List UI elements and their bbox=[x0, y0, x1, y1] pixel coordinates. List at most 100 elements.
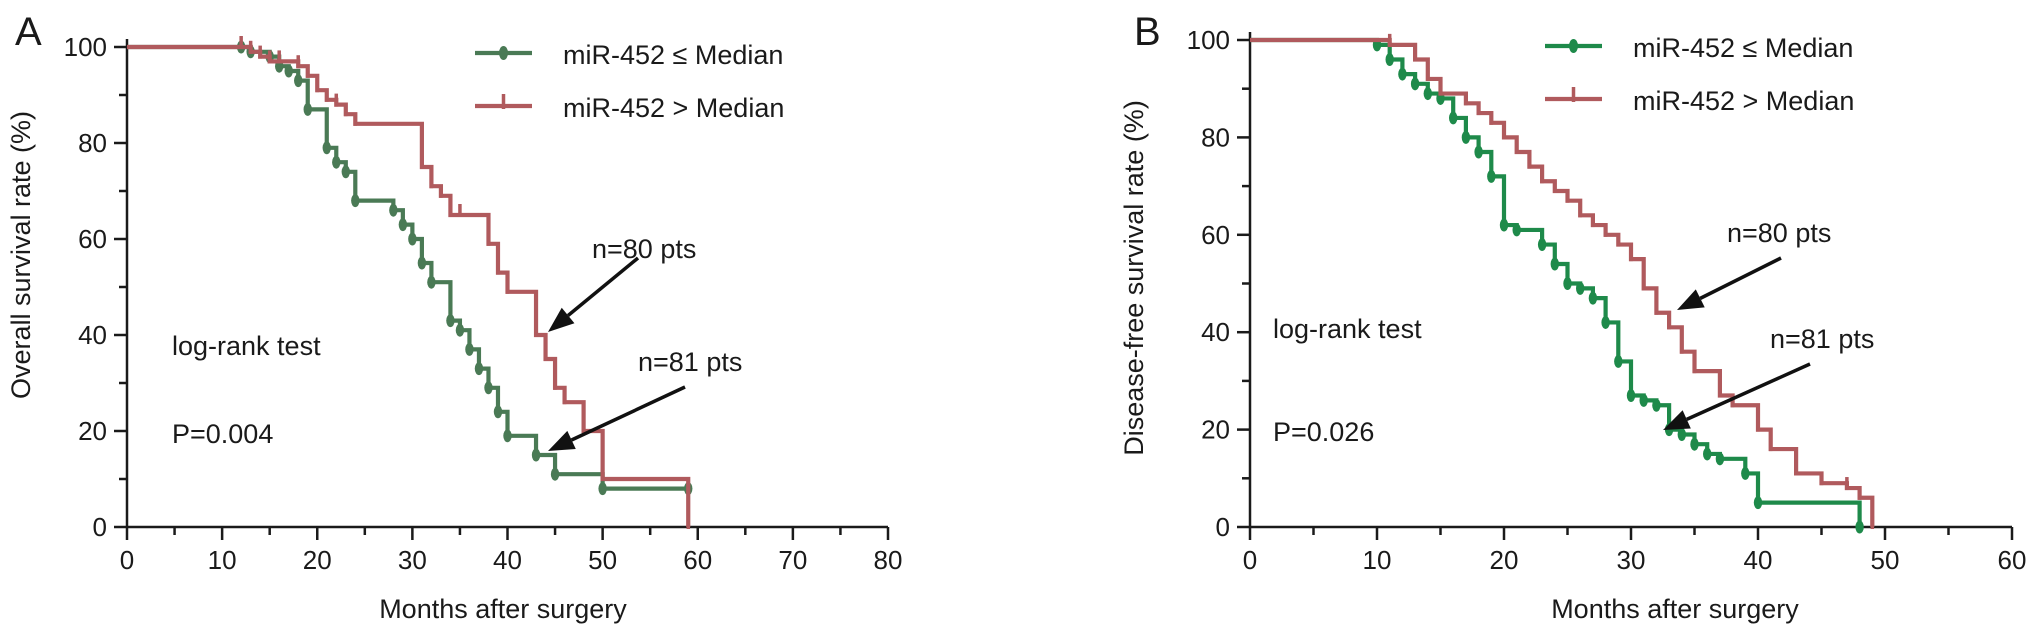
censor-marker bbox=[1512, 223, 1521, 237]
censor-marker bbox=[1576, 281, 1585, 295]
x-tick-label: 70 bbox=[778, 545, 807, 575]
censor-marker bbox=[1614, 354, 1623, 368]
legend-label-low: miR-452 ≤ Median bbox=[1633, 33, 1853, 63]
censor-marker bbox=[1715, 452, 1725, 466]
censor-marker bbox=[294, 74, 303, 88]
censor-marker bbox=[1423, 87, 1433, 101]
log-rank-label: log-rank test bbox=[1273, 314, 1422, 344]
y-tick-label: 40 bbox=[1201, 317, 1230, 347]
p-value-label: P=0.026 bbox=[1273, 417, 1374, 447]
censor-marker bbox=[303, 102, 312, 116]
legend-label-high: miR-452 > Median bbox=[563, 93, 784, 123]
annotation-arrowhead bbox=[1677, 289, 1705, 310]
panel-letter-b: B bbox=[1134, 10, 1161, 54]
censor-marker bbox=[446, 314, 455, 328]
log-rank-label: log-rank test bbox=[172, 331, 321, 361]
censor-marker bbox=[598, 482, 607, 496]
censor-marker bbox=[1690, 437, 1699, 451]
censor-marker bbox=[1626, 389, 1636, 403]
y-axis-title: Overall survival rate (%) bbox=[6, 111, 36, 399]
legend-marker bbox=[1569, 39, 1578, 53]
censor-marker bbox=[1639, 393, 1648, 407]
annotation-arrowhead bbox=[548, 307, 575, 332]
censor-marker bbox=[332, 155, 341, 169]
y-tick-label: 20 bbox=[1201, 415, 1230, 445]
censor-marker bbox=[1588, 291, 1598, 305]
n-high-label: n=80 pts bbox=[592, 234, 696, 264]
censor-marker bbox=[455, 323, 465, 337]
censor-marker bbox=[1855, 520, 1864, 534]
panel-a-overall-survival: A Overall survival rate (%) Months after… bbox=[6, 10, 902, 624]
censor-marker bbox=[1550, 257, 1560, 271]
censor-marker bbox=[322, 141, 331, 155]
censor-marker bbox=[427, 275, 436, 289]
x-tick-label: 80 bbox=[874, 545, 903, 575]
censor-marker bbox=[1461, 130, 1471, 144]
annotation-arrowhead bbox=[1663, 410, 1691, 430]
censor-marker bbox=[417, 256, 427, 270]
p-value-label: P=0.004 bbox=[172, 419, 273, 449]
censor-marker bbox=[1652, 398, 1661, 412]
x-tick-label: 30 bbox=[1617, 545, 1646, 575]
annotation-arrow-high bbox=[1699, 256, 1782, 300]
y-tick-label: 0 bbox=[1216, 512, 1230, 542]
x-tick-label: 40 bbox=[493, 545, 522, 575]
censor-marker bbox=[493, 405, 503, 419]
censor-marker bbox=[503, 429, 512, 443]
censor-marker bbox=[389, 203, 398, 217]
x-axis-title: Months after surgery bbox=[379, 594, 627, 624]
censor-marker bbox=[1703, 447, 1712, 461]
x-tick-label: 30 bbox=[398, 545, 427, 575]
y-tick-label: 100 bbox=[1187, 25, 1230, 55]
censor-marker bbox=[1563, 277, 1572, 290]
censor-marker bbox=[1398, 67, 1407, 81]
x-tick-label: 60 bbox=[683, 545, 712, 575]
y-tick-label: 100 bbox=[64, 32, 107, 62]
censor-marker bbox=[465, 342, 474, 356]
censor-marker bbox=[1601, 315, 1610, 329]
x-tick-label: 60 bbox=[1998, 545, 2027, 575]
censor-marker bbox=[1487, 169, 1496, 183]
censor-marker bbox=[1385, 52, 1394, 66]
y-tick-label: 80 bbox=[1201, 122, 1230, 152]
y-tick-label: 40 bbox=[78, 320, 107, 350]
censor-marker bbox=[351, 194, 360, 208]
censor-marker bbox=[1499, 218, 1509, 232]
censor-marker bbox=[341, 165, 350, 179]
censor-marker bbox=[398, 218, 408, 232]
censor-marker bbox=[474, 362, 484, 376]
censor-marker bbox=[1449, 111, 1458, 125]
annotation-arrow-high bbox=[566, 256, 640, 317]
censor-marker bbox=[484, 381, 493, 395]
censor-marker bbox=[1741, 466, 1750, 480]
legend-marker bbox=[499, 46, 508, 60]
censor-marker bbox=[1474, 145, 1483, 159]
censor-marker bbox=[550, 467, 560, 481]
x-tick-label: 0 bbox=[120, 545, 134, 575]
censor-marker bbox=[1753, 496, 1763, 510]
x-tick-label: 20 bbox=[1490, 545, 1519, 575]
x-tick-label: 20 bbox=[303, 545, 332, 575]
n-low-label: n=81 pts bbox=[1770, 324, 1874, 354]
n-high-label: n=80 pts bbox=[1727, 218, 1831, 248]
panel-b-disease-free-survival: B Disease-free survival rate (%) Months … bbox=[1119, 10, 2026, 624]
legend-label-low: miR-452 ≤ Median bbox=[563, 40, 783, 70]
annotation-arrow-low bbox=[1686, 362, 1811, 421]
y-tick-label: 60 bbox=[78, 224, 107, 254]
censor-marker bbox=[408, 232, 417, 246]
n-low-label: n=81 pts bbox=[638, 347, 742, 377]
censor-marker bbox=[531, 448, 541, 462]
annotation-arrowhead bbox=[548, 430, 576, 451]
x-tick-label: 50 bbox=[588, 545, 617, 575]
censor-marker bbox=[1677, 427, 1687, 441]
x-tick-label: 50 bbox=[1871, 545, 1900, 575]
y-tick-label: 60 bbox=[1201, 220, 1230, 250]
x-tick-label: 0 bbox=[1243, 545, 1257, 575]
x-tick-label: 10 bbox=[208, 545, 237, 575]
censor-marker bbox=[284, 64, 293, 78]
x-tick-label: 10 bbox=[1363, 545, 1392, 575]
legend-label-high: miR-452 > Median bbox=[1633, 86, 1854, 116]
y-tick-label: 0 bbox=[93, 512, 107, 542]
x-axis-title: Months after surgery bbox=[1551, 594, 1799, 624]
